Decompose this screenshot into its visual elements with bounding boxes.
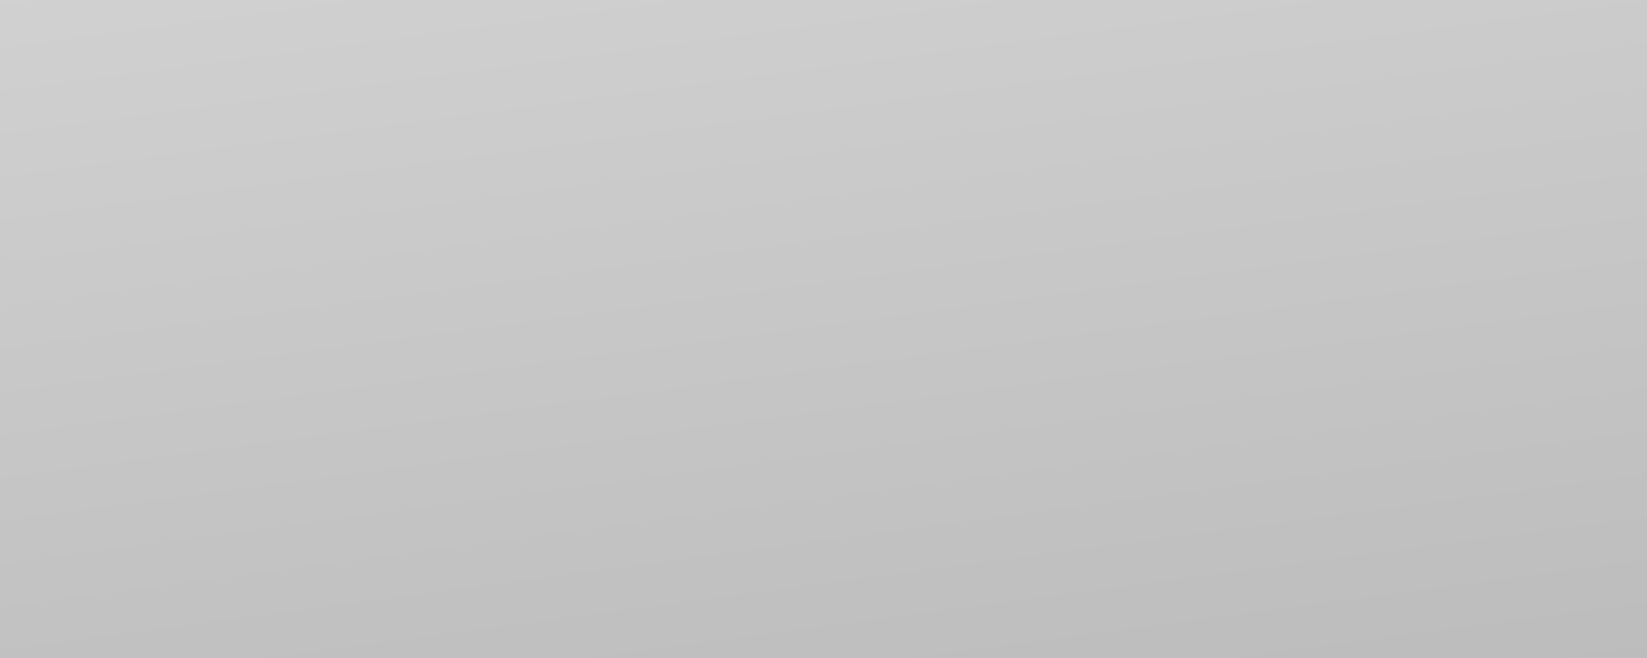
Text: 1,31. The isentropic dryness factor is 98,95% of the actual dryness factor.: 1,31. The isentropic dryness factor is 9…: [54, 632, 982, 655]
Text: 2.2. Steam expands through a convergent-divergent nozzle at a rate of 300: 2.2. Steam expands through a convergent-…: [54, 142, 1003, 166]
Text: QUESTION 2: NOZZLES: QUESTION 2: NOZZLES: [54, 46, 390, 72]
Text: temperature of 250° C and the velocity is negligible.: temperature of 250° C and the velocity i…: [54, 435, 713, 459]
Text: The specific volume of dry saturated steam at the exist pressure is 0,6684m³/kg: The specific volume of dry saturated ste…: [54, 339, 1062, 363]
Text: (2): (2): [1420, 46, 1458, 72]
Text: kg/min to the exit where the isentropic dryness factor is 0,94 and the diameter: kg/min to the exit where the isentropic …: [54, 190, 1046, 214]
Text: 2.1. Define a nozzle.: 2.1. Define a nozzle.: [54, 94, 311, 118]
Text: The superheated steam at the inlet has a pressure of 1 500 kPa, a: The superheated steam at the inlet has a…: [54, 387, 884, 411]
Text: 500 m/s and the specific heat capacity is 2,56 kJ/kg.K with an index (n) of: 500 m/s and the specific heat capacity i…: [54, 584, 977, 607]
Text: At the throat the superheated steam has a pressure of 820 kPa, a velocity of: At the throat the superheated steam has …: [54, 536, 1015, 559]
Text: is 72,2 mm.: is 72,2 mm.: [54, 238, 203, 262]
